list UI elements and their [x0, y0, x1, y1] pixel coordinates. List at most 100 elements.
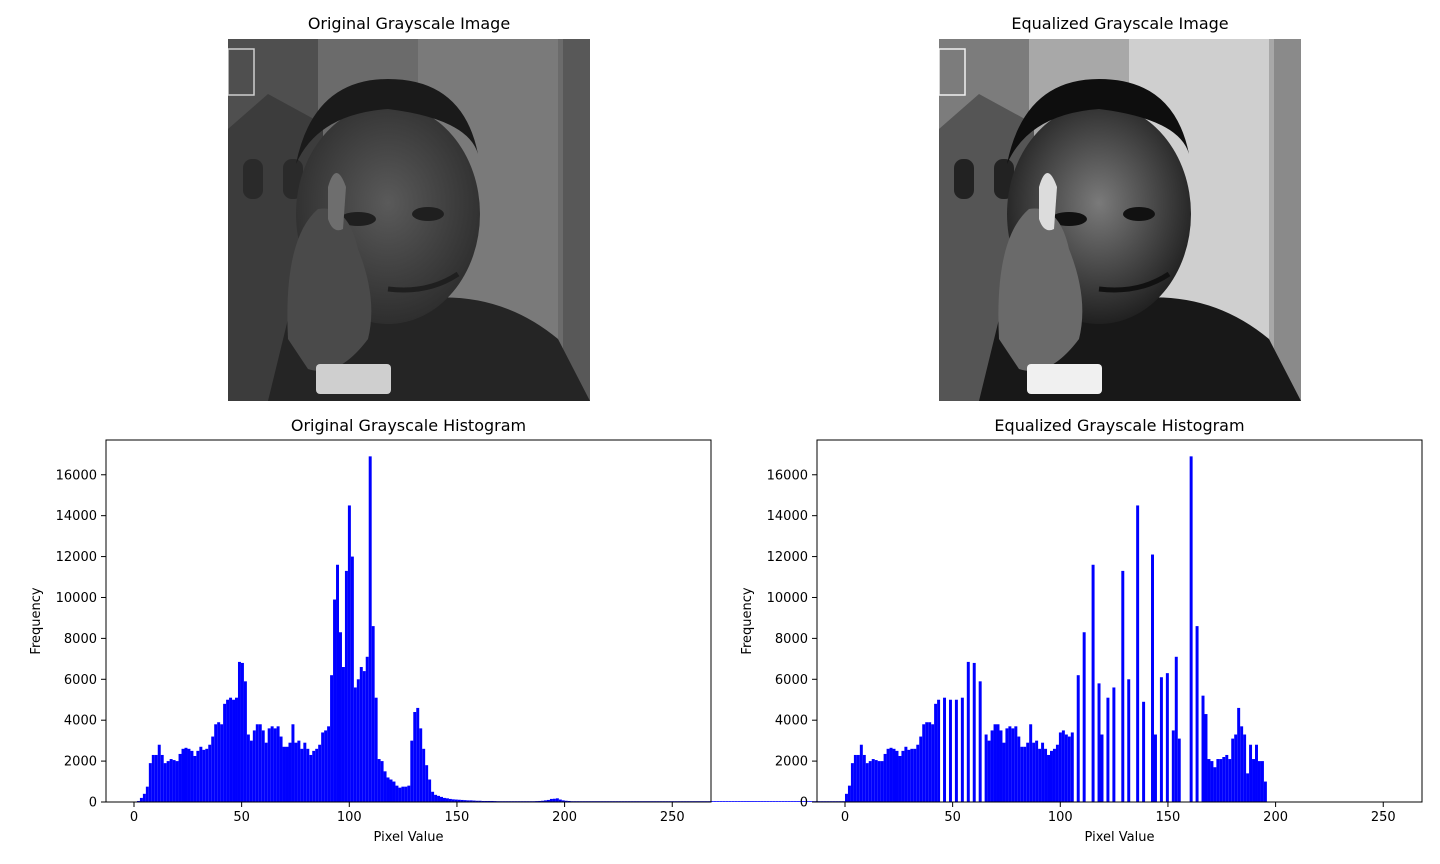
orig-bar-80 — [374, 697, 378, 802]
eq-bar-77 — [1127, 679, 1131, 802]
eq-bar-15 — [889, 747, 893, 802]
eq-ytick-label-4000: 4000 — [775, 714, 808, 729]
eq-bar-34 — [954, 699, 958, 802]
eq-bar-68 — [1070, 732, 1074, 802]
orig-bar-52 — [291, 724, 295, 802]
eq-bar-27 — [925, 722, 929, 802]
orig-ytick-label-2000: 2000 — [64, 755, 97, 770]
eq-bar-103 — [1243, 734, 1247, 802]
eq-bar-100 — [1234, 734, 1238, 802]
eq-bar-59 — [1044, 748, 1048, 802]
orig-bar-61 — [318, 744, 322, 802]
orig-ytick-label-10000: 10000 — [56, 591, 97, 606]
orig-bar-50 — [285, 746, 289, 802]
orig-histogram: 0 50 100 150 200 250 0 2000 4000 6000 8000 10000 120… — [29, 416, 883, 845]
eq-bar-62 — [1052, 748, 1056, 802]
eq-xtick-label-250: 250 — [1371, 810, 1396, 825]
orig-bar-36 — [243, 681, 247, 802]
eq-bar-23 — [913, 748, 917, 802]
orig-bar-214 — [772, 801, 776, 802]
eq-bar-22 — [910, 748, 914, 802]
orig-bar-2 — [142, 793, 146, 802]
orig-bar-38 — [249, 740, 253, 802]
orig-bar-115 — [478, 800, 482, 802]
eq-bar-4 — [856, 754, 860, 802]
orig-bar-217 — [781, 801, 785, 802]
orig-bar-39 — [252, 730, 256, 802]
eq-bar-63 — [1055, 744, 1059, 802]
orig-bar-51 — [288, 742, 292, 802]
eq-bar-54 — [1029, 724, 1033, 802]
orig-bar-44 — [267, 728, 271, 802]
eq-xtick-label-100: 100 — [1048, 810, 1073, 825]
orig-bar-66 — [333, 599, 337, 802]
orig-bar-101 — [437, 795, 441, 802]
orig-bar-67 — [336, 564, 339, 802]
orig-bar-6 — [154, 754, 158, 802]
orig-bar-60 — [315, 748, 319, 802]
orig-bar-21 — [199, 746, 203, 802]
eq-x-axis-label: Pixel Value — [1085, 830, 1155, 845]
eq-bar-48 — [1011, 728, 1015, 802]
orig-bar-143 — [561, 800, 565, 802]
orig-ytick-label-16000: 16000 — [56, 468, 97, 483]
eq-bar-74 — [1106, 697, 1110, 802]
orig-bar-203 — [740, 801, 744, 802]
orig-bar-202 — [737, 801, 741, 802]
orig-bar-93 — [413, 712, 417, 802]
eq-bar-57 — [1038, 748, 1042, 802]
eq-bar-32 — [943, 697, 947, 802]
orig-bar-86 — [392, 781, 396, 802]
eq-ytick-label-0: 0 — [800, 796, 808, 811]
eq-bar-55 — [1032, 742, 1036, 802]
orig-bar-49 — [282, 746, 286, 802]
eq-bar-80 — [1151, 554, 1154, 802]
eq-bar-97 — [1225, 754, 1229, 802]
eq-histogram: 0 50 100 150 200 250 0 2000 4000 6000 8000 10000 120… — [740, 416, 1423, 845]
eq-bar-29 — [931, 724, 935, 802]
orig-bar-197 — [722, 801, 726, 802]
eq-bar-83 — [1165, 673, 1169, 802]
orig-bar-70 — [344, 570, 348, 802]
orig-bar-213 — [769, 801, 773, 802]
eq-bar-8 — [868, 761, 872, 802]
orig-bar-206 — [749, 801, 752, 802]
eq-xtick-label-150: 150 — [1156, 810, 1181, 825]
orig-bar-108 — [457, 799, 461, 802]
orig-bar-71 — [347, 505, 351, 802]
orig-bar-105 — [448, 798, 452, 802]
original-grayscale-image — [228, 39, 590, 401]
eq-bar-26 — [922, 724, 926, 802]
eq-bar-17 — [895, 750, 899, 802]
eq-bar-9 — [871, 759, 875, 802]
orig-bar-19 — [193, 755, 197, 802]
orig-bar-76 — [362, 671, 366, 802]
eq-bar-107 — [1255, 744, 1258, 802]
orig-ytick-label-0: 0 — [89, 796, 97, 811]
orig-bar-201 — [734, 801, 738, 802]
orig-bar-10 — [166, 761, 170, 802]
orig-bar-53 — [294, 742, 298, 802]
orig-bar-84 — [386, 777, 390, 802]
eq-bar-95 — [1219, 759, 1223, 802]
orig-bar-85 — [389, 779, 393, 802]
orig-bar-34 — [237, 661, 241, 802]
eq-ytick-label-12000: 12000 — [767, 550, 808, 565]
orig-bar-199 — [728, 801, 732, 802]
orig-bar-27 — [217, 722, 221, 802]
eq-xtick-label-0: 0 — [841, 810, 849, 825]
eq-bar-16 — [892, 748, 896, 802]
eq-bar-82 — [1159, 677, 1163, 802]
orig-bar-103 — [442, 797, 446, 802]
eq-bar-10 — [874, 760, 878, 802]
orig-xtick-label-100: 100 — [337, 810, 362, 825]
eq-bar-70 — [1082, 632, 1086, 802]
orig-bar-200 — [731, 801, 735, 802]
orig-bar-13 — [175, 761, 179, 802]
eq-bar-7 — [865, 763, 869, 802]
eq-bar-61 — [1050, 750, 1053, 802]
orig-bar-18 — [190, 750, 194, 802]
orig-bar-99 — [431, 791, 435, 802]
orig-bar-26 — [214, 724, 218, 802]
orig-bar-57 — [306, 748, 310, 802]
